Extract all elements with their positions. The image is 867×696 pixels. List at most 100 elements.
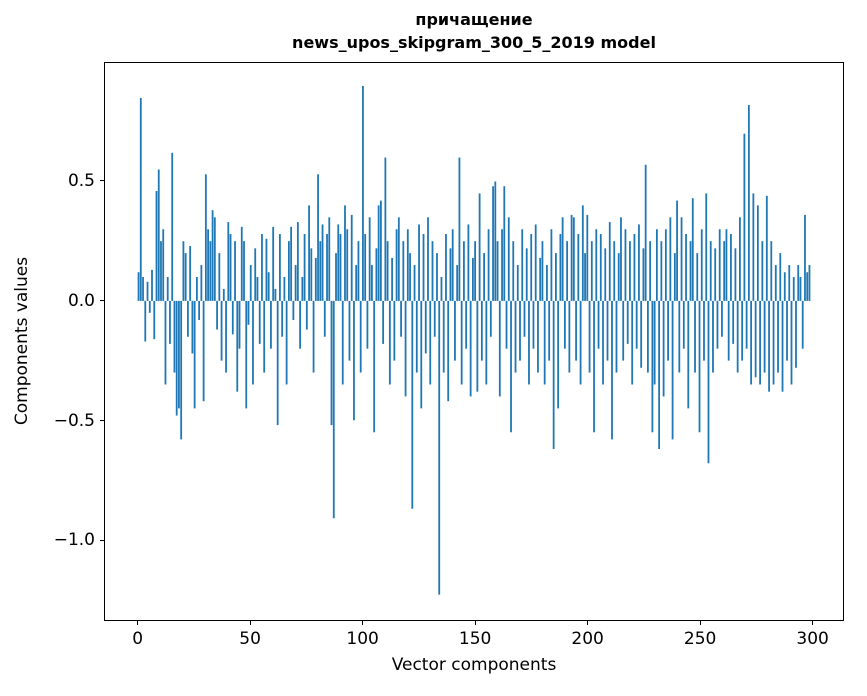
- bar: [543, 300, 546, 385]
- bar: [655, 229, 658, 301]
- bar: [514, 300, 517, 373]
- y-tick-mark: [100, 420, 104, 422]
- bar: [195, 277, 198, 301]
- bar: [193, 300, 196, 409]
- bar: [270, 300, 272, 349]
- bar: [377, 205, 380, 301]
- y-tick-label: −1.0: [53, 530, 95, 551]
- bar: [267, 272, 270, 301]
- bar: [756, 205, 759, 301]
- bar: [608, 222, 611, 301]
- bar: [696, 253, 699, 301]
- bar: [555, 253, 557, 301]
- bar: [685, 234, 687, 301]
- bar: [391, 257, 393, 301]
- bar: [449, 248, 452, 301]
- bar: [568, 300, 571, 373]
- bar: [229, 234, 232, 301]
- bar: [754, 300, 757, 378]
- bar: [474, 241, 477, 301]
- bar: [171, 152, 174, 301]
- bar: [745, 300, 748, 349]
- bar: [285, 300, 288, 385]
- bar: [471, 257, 474, 301]
- bar: [467, 224, 470, 301]
- bar: [629, 241, 631, 301]
- bar: [445, 234, 447, 301]
- bar: [200, 265, 203, 301]
- bar: [557, 300, 560, 409]
- bar: [189, 245, 192, 301]
- bar: [492, 186, 494, 301]
- bar: [687, 300, 690, 409]
- bar: [182, 241, 185, 301]
- bar: [209, 241, 212, 301]
- bar: [712, 300, 714, 373]
- bar: [611, 300, 613, 440]
- bar: [496, 241, 499, 301]
- bar: [705, 193, 708, 301]
- bar: [572, 217, 575, 301]
- bar: [790, 300, 793, 385]
- bar: [788, 265, 791, 301]
- bar: [622, 300, 625, 361]
- bar: [292, 300, 295, 321]
- x-tick-label: 200: [571, 629, 604, 649]
- x-tick-mark: [249, 621, 251, 625]
- bar: [770, 241, 773, 301]
- bar: [366, 300, 369, 349]
- bar: [175, 300, 178, 416]
- bar: [698, 300, 701, 433]
- bar: [362, 85, 364, 301]
- y-axis-label: Components values: [12, 256, 32, 426]
- y-tick-label: 0.5: [67, 170, 95, 191]
- bar: [642, 248, 645, 301]
- bar: [406, 229, 409, 301]
- bar: [238, 300, 241, 349]
- bar: [676, 200, 678, 301]
- bar: [539, 257, 542, 301]
- x-tick-label: 0: [132, 629, 144, 649]
- bar: [236, 300, 239, 392]
- bar: [460, 300, 463, 385]
- bar: [355, 265, 358, 301]
- x-tick-label: 100: [346, 629, 379, 649]
- bar: [584, 253, 586, 301]
- bar: [750, 300, 753, 385]
- bar: [786, 300, 788, 361]
- bar: [660, 241, 663, 301]
- bar: [265, 238, 268, 301]
- bar: [498, 300, 501, 397]
- bar: [593, 300, 595, 433]
- bar: [162, 229, 165, 301]
- bar: [647, 300, 649, 373]
- bar: [792, 277, 795, 301]
- bar: [566, 241, 569, 301]
- bar: [678, 300, 681, 373]
- bar: [469, 300, 472, 397]
- bar: [507, 217, 510, 301]
- bar: [606, 300, 609, 361]
- bar: [512, 241, 515, 301]
- bar: [682, 300, 685, 349]
- plot-area: [104, 62, 844, 621]
- bar: [359, 300, 362, 373]
- bar: [252, 300, 254, 385]
- bar: [328, 217, 331, 301]
- bar: [305, 300, 308, 330]
- bar: [368, 217, 371, 301]
- bar: [301, 277, 304, 301]
- bar: [346, 229, 349, 301]
- bar: [667, 300, 669, 361]
- bar: [411, 300, 414, 509]
- bar: [599, 234, 602, 301]
- x-tick-label: 50: [239, 629, 261, 649]
- bar: [386, 241, 389, 301]
- bar: [664, 229, 667, 301]
- bar: [804, 214, 806, 301]
- bar: [371, 265, 373, 301]
- bar: [759, 300, 761, 385]
- bar: [218, 253, 221, 301]
- bar: [806, 272, 809, 301]
- bar: [438, 300, 441, 595]
